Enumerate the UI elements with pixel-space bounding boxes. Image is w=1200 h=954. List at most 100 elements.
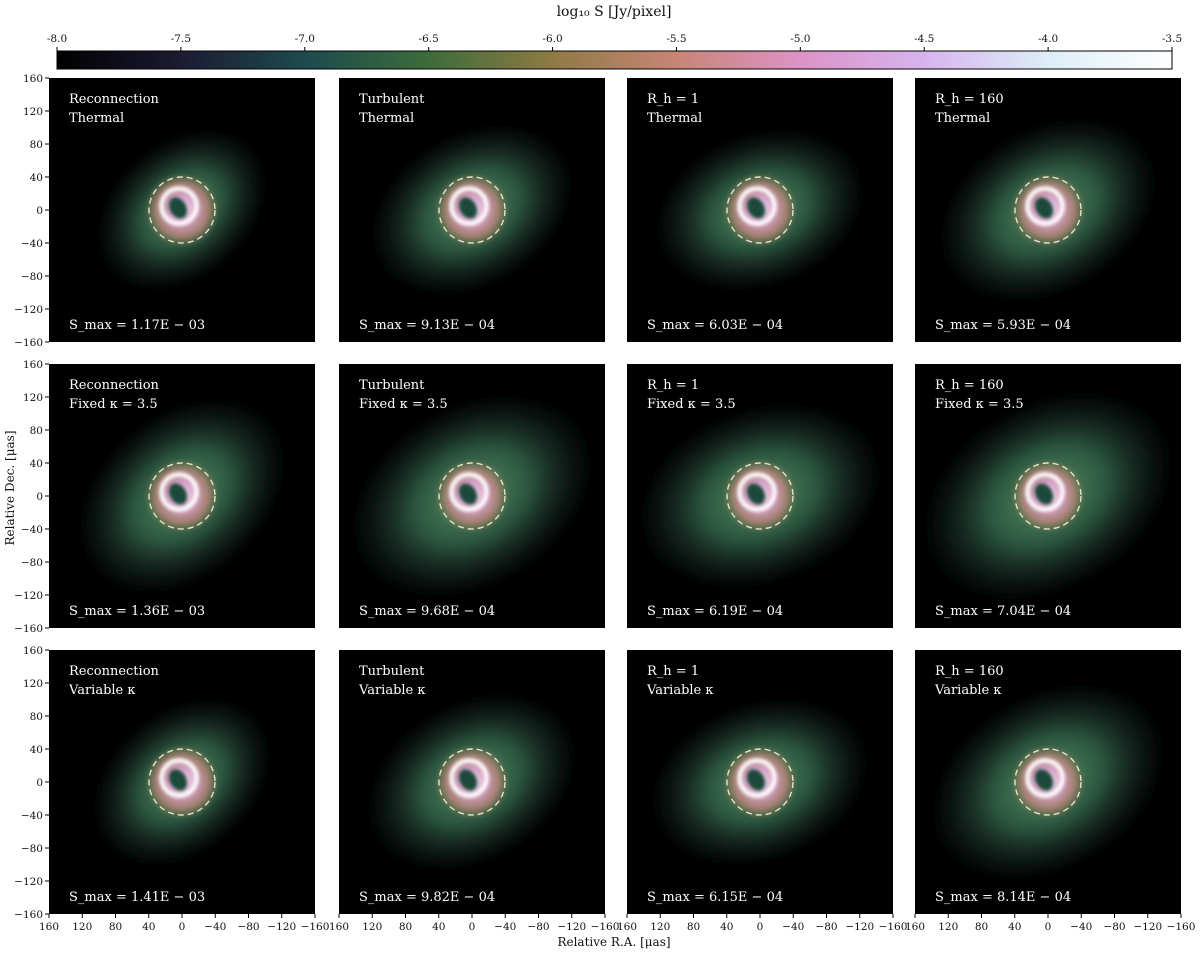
reference-circle	[1014, 748, 1082, 816]
reference-circle	[438, 462, 506, 530]
y-tick-label: 160	[23, 645, 43, 657]
x-axes: 160 120 80 40 0 −40 −80 −120 −160 160 120 80 40 0 −40 −…	[39, 914, 1195, 933]
panel: Reconnection Fixed κ = 3.5 S_max = 1.36E −…	[49, 364, 315, 628]
x-tick-label: −120	[845, 921, 874, 933]
y-axis-label: Relative Dec. [μas]	[3, 430, 17, 545]
black-hole-shadow	[746, 769, 766, 791]
x-tick-label: −40	[204, 921, 226, 933]
photon-ring	[449, 758, 489, 798]
y-tick-label: 0	[36, 205, 43, 217]
panel-smax-label: S_max = 9.82E − 04	[359, 890, 495, 905]
panel-smax-label: S_max = 7.04E − 04	[935, 604, 1071, 619]
black-hole-shadow	[1034, 769, 1054, 791]
colorbar-tick-label: -3.5	[1162, 33, 1182, 45]
panel-smax-label: S_max = 6.19E − 04	[647, 604, 783, 619]
y-tick-label: −120	[14, 304, 43, 316]
y-tick-label: −160	[14, 623, 43, 635]
x-tick-label: 120	[72, 921, 92, 933]
panel: R_h = 1 Fixed κ = 3.5 S_max = 6.19E − 04	[627, 364, 893, 628]
photon-ring	[159, 758, 199, 798]
colorbar-tick-label: -4.5	[914, 33, 934, 45]
x-tick-label: 120	[362, 921, 382, 933]
panel-model-label: Turbulent	[359, 378, 425, 393]
photon-ring	[1025, 186, 1065, 226]
reference-circle	[148, 748, 216, 816]
x-axis-label: Relative R.A. [μas]	[557, 935, 670, 949]
panel-smax-label: S_max = 1.17E − 03	[69, 318, 205, 333]
y-tick-label: 0	[36, 777, 43, 789]
black-hole-shadow	[168, 769, 188, 791]
x-tick-label: −120	[1133, 921, 1162, 933]
x-tick-label: 0	[1045, 921, 1052, 933]
colorbar-tick-label: -4.0	[1038, 33, 1058, 45]
panel-distribution-label: Fixed κ = 3.5	[935, 397, 1024, 412]
x-tick-label: 80	[399, 921, 412, 933]
y-tick-label: 160	[23, 73, 43, 85]
panel: Reconnection Variable κ S_max = 1.41E − 03	[49, 650, 315, 914]
x-tick-label: 80	[109, 921, 122, 933]
panel-smax-label: S_max = 1.41E − 03	[69, 890, 205, 905]
panel-smax-label: S_max = 8.14E − 04	[935, 890, 1071, 905]
photon-ring	[1025, 758, 1065, 798]
y-axes: 160 120 80 40 0 −40 −80 −120 −160 160 120 80 40 0 −40 −…	[14, 73, 49, 921]
panel-model-label: R_h = 160	[935, 664, 1004, 679]
x-tick-label: 40	[432, 921, 445, 933]
panel-distribution-label: Fixed κ = 3.5	[69, 397, 158, 412]
y-tick-label: −40	[21, 238, 43, 250]
x-tick-label: 80	[687, 921, 700, 933]
panel-distribution-label: Variable κ	[646, 683, 714, 698]
x-tick-label: −80	[1103, 921, 1125, 933]
x-tick-label: 160	[617, 921, 637, 933]
y-tick-label: 40	[30, 172, 43, 184]
panel-distribution-label: Variable κ	[934, 683, 1002, 698]
x-tick-label: −40	[494, 921, 516, 933]
y-tick-label: 80	[30, 139, 43, 151]
reference-circle	[726, 462, 794, 530]
black-hole-shadow	[746, 197, 766, 219]
x-tick-label: −160	[1167, 921, 1196, 933]
colorbar-label: log₁₀ S [Jy/pixel]	[557, 4, 672, 20]
x-tick-label: 160	[905, 921, 925, 933]
y-tick-label: 120	[23, 678, 43, 690]
colorbar-tick-label: -7.0	[295, 33, 315, 45]
panel: R_h = 1 Variable κ S_max = 6.15E − 04	[627, 650, 893, 914]
black-hole-shadow	[458, 197, 478, 219]
panel-model-label: R_h = 1	[647, 664, 699, 679]
panel-smax-label: S_max = 9.68E − 04	[359, 604, 495, 619]
reference-circle	[726, 748, 794, 816]
photon-ring	[449, 472, 489, 512]
y-tick-label: −80	[21, 271, 43, 283]
y-tick-label: 80	[30, 711, 43, 723]
x-tick-label: −120	[557, 921, 586, 933]
photon-ring	[159, 472, 199, 512]
y-tick-label: 40	[30, 744, 43, 756]
y-tick-label: −80	[21, 843, 43, 855]
panel-model-label: R_h = 160	[935, 378, 1004, 393]
panel-distribution-label: Thermal	[647, 111, 702, 126]
black-hole-shadow	[458, 483, 478, 505]
panel: Reconnection Thermal S_max = 1.17E − 03	[49, 78, 315, 342]
y-tick-label: −120	[14, 876, 43, 888]
colorbar-tick-label: -6.0	[542, 33, 562, 45]
colorbar-tick-label: -6.5	[419, 33, 439, 45]
panel-model-label: Reconnection	[69, 664, 160, 679]
colorbar-ticks: -8.0 -7.5 -7.0 -6.5 -6.0 -5.5 -5.0 -4.5 -4.0 -3.5	[47, 33, 1182, 51]
reference-circle	[148, 176, 216, 244]
reference-circle	[726, 176, 794, 244]
panel-distribution-label: Thermal	[935, 111, 990, 126]
photon-ring	[737, 186, 777, 226]
reference-circle	[1014, 176, 1082, 244]
photon-ring	[449, 186, 489, 226]
y-tick-label: −120	[14, 590, 43, 602]
panel-distribution-label: Fixed κ = 3.5	[647, 397, 736, 412]
panel-model-label: Reconnection	[69, 92, 160, 107]
y-tick-label: 0	[36, 491, 43, 503]
x-tick-label: 0	[179, 921, 186, 933]
x-tick-label: 40	[1008, 921, 1021, 933]
colorbar	[56, 50, 1173, 70]
photon-ring	[737, 472, 777, 512]
panel-smax-label: S_max = 9.13E − 04	[359, 318, 495, 333]
photon-ring	[159, 186, 199, 226]
